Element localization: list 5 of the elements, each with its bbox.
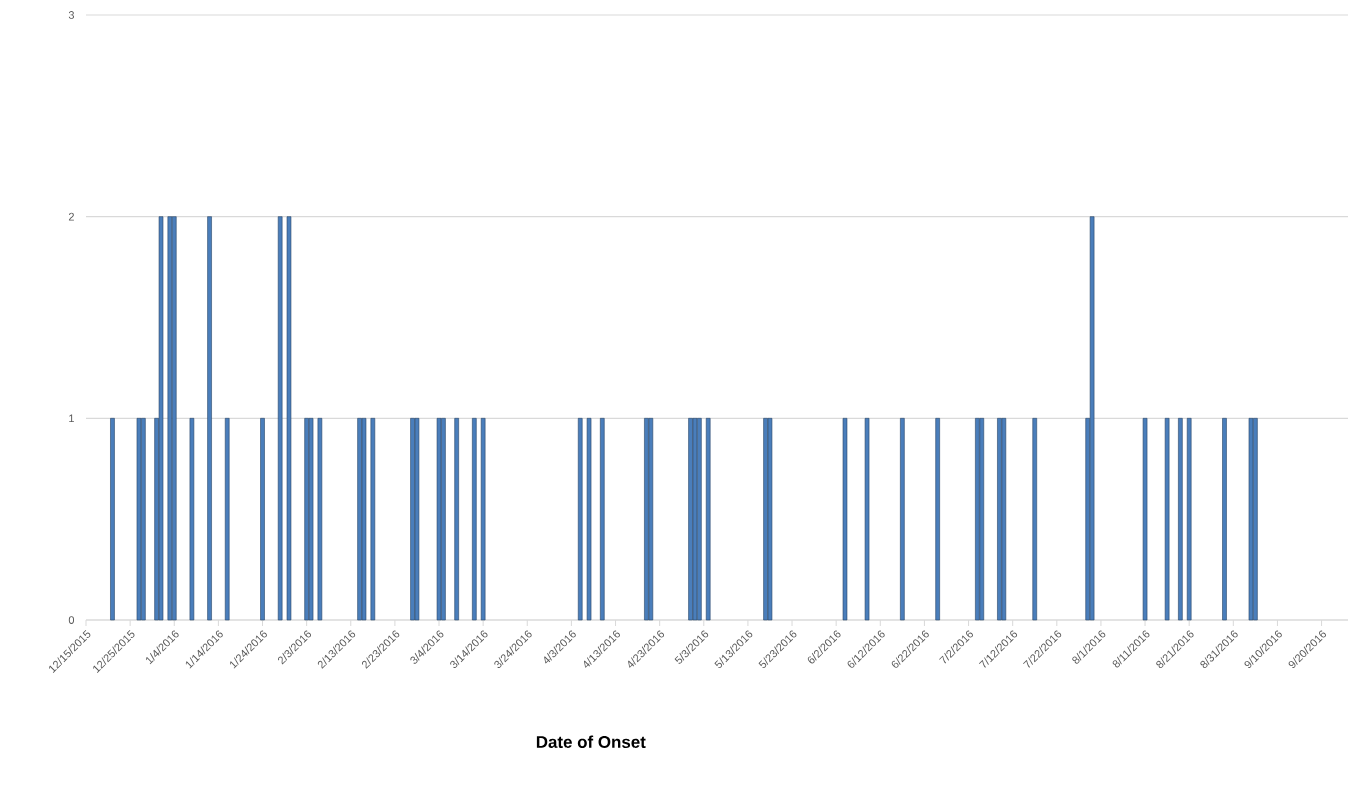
y-tick-label: 1 [69,414,74,423]
y-tick-label: 3 [68,11,74,19]
y-tick-label: 2 [68,212,74,221]
x-axis-title: Date of Onset [536,735,646,748]
y-tick-label: 0 [68,616,75,624]
